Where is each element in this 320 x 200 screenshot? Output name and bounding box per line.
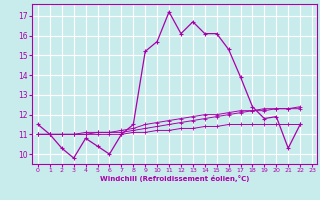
X-axis label: Windchill (Refroidissement éolien,°C): Windchill (Refroidissement éolien,°C)	[100, 175, 249, 182]
